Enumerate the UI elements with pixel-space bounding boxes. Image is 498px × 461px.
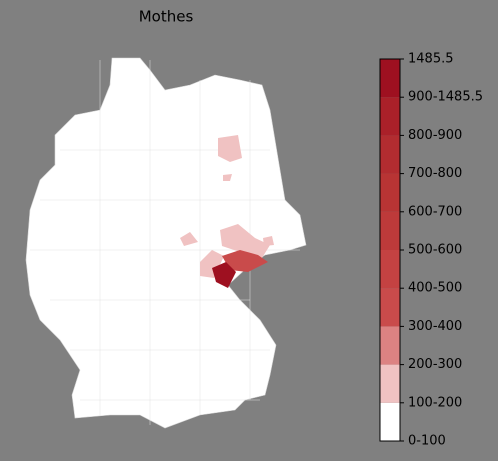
region-light	[180, 232, 198, 246]
colorbar-segment	[380, 211, 400, 250]
colorbar-label: 500-600	[408, 243, 462, 258]
region-dark	[212, 262, 236, 288]
district-borders	[30, 60, 300, 425]
colorbar-segment	[380, 59, 400, 98]
region-light	[218, 135, 242, 162]
region-red	[222, 250, 268, 272]
colorbar-segment	[380, 364, 400, 403]
colorbar-segment	[380, 250, 400, 289]
colorbar-label: 300-400	[408, 319, 462, 334]
colorbar-segment	[380, 402, 400, 441]
colorbar-label: 700-800	[408, 166, 462, 181]
colorbar-segment	[380, 173, 400, 212]
region-light	[200, 250, 224, 278]
colorbar-segment	[380, 97, 400, 136]
colorbar: 0-100 100-200 200-300 300-400 400-500 500-600…	[379, 52, 483, 449]
colorbar-label: 100-200	[408, 395, 462, 410]
colorbar-label: 600-700	[408, 204, 462, 219]
region-light	[223, 174, 232, 181]
colorbar-segment	[380, 326, 400, 365]
region-light	[263, 236, 274, 246]
colorbar-label: 1485.5	[408, 52, 454, 67]
map-title: Mothes	[139, 8, 194, 26]
colorbar-label: 800-900	[408, 128, 462, 143]
colorbar-label: 900-1485.5	[408, 90, 483, 105]
colorbar-label: 0-100	[408, 434, 446, 449]
colorbar-segment	[380, 135, 400, 174]
colorbar-label: 400-500	[408, 281, 462, 296]
colorbar-segment	[380, 288, 400, 327]
region-light	[220, 224, 270, 258]
colorbar-label: 200-300	[408, 357, 462, 372]
germany-map	[25, 57, 307, 429]
